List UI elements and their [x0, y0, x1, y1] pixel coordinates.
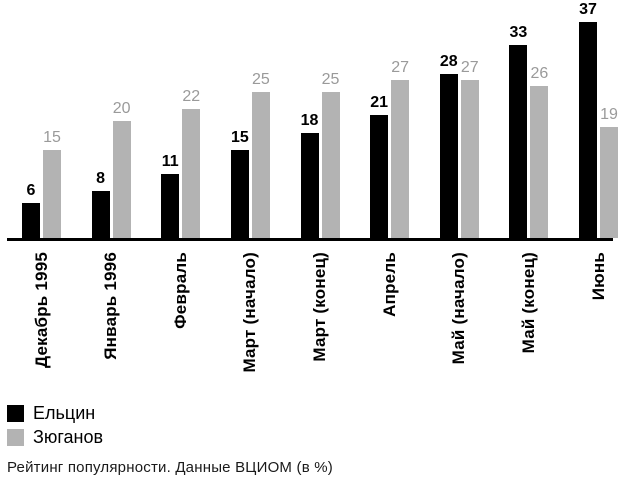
bar-column-zyuganov: 20: [112, 100, 131, 238]
bar: [22, 203, 40, 238]
legend-label: Ельцин: [33, 403, 96, 423]
bar-value-label: 11: [161, 153, 179, 170]
bar-column-zyuganov: 15: [43, 130, 61, 238]
bar-group: 8 20: [91, 100, 131, 238]
x-axis-labels: Декабрь 1995 Январь 1996 Февраль Март (нача…: [0, 241, 625, 391]
bar-group: 33 26: [509, 24, 549, 238]
bar-value-label: 26: [530, 65, 549, 82]
bar: [370, 115, 389, 238]
bar-value-label: 25: [321, 71, 340, 88]
bar-value-label: 27: [460, 59, 479, 76]
bar: [439, 74, 458, 238]
bar: [509, 45, 528, 238]
x-axis-label: Март (начало): [240, 252, 260, 373]
bar-value-label: 6: [26, 182, 36, 199]
bar: [91, 191, 110, 238]
x-axis-label: Апрель: [379, 252, 399, 317]
x-axis-label-cell: Май (начало): [440, 252, 479, 391]
bar-column-zyuganov: 25: [321, 71, 340, 238]
bar: [391, 80, 410, 238]
bar-column-yeltsin: 15: [230, 129, 249, 238]
bar-value-label: 19: [600, 106, 618, 123]
bar-column-yeltsin: 21: [370, 94, 389, 238]
bar-value-label: 20: [112, 100, 131, 117]
bar-value-label: 22: [182, 88, 201, 105]
bar-value-label: 15: [230, 129, 249, 146]
bar-value-label: 28: [439, 53, 458, 70]
bar-column-yeltsin: 37: [579, 2, 597, 238]
x-axis-label: Март (конец): [310, 252, 329, 362]
bar-column-yeltsin: 6: [22, 183, 40, 238]
bar-column-zyuganov: 25: [251, 71, 270, 238]
bar: [300, 133, 319, 238]
bar-column-yeltsin: 18: [300, 112, 319, 238]
legend-item-yeltsin: Ельцин: [7, 404, 625, 422]
bar-value-label: 15: [43, 129, 61, 146]
yeltsin-color-swatch: [7, 404, 24, 422]
bar: [43, 150, 61, 238]
x-axis-label-cell: Январь 1996: [92, 252, 131, 391]
bar-column-zyuganov: 19: [600, 107, 618, 238]
bar-value-label: 8: [96, 170, 106, 187]
bar-column-zyuganov: 27: [391, 59, 410, 238]
x-axis-label: Декабрь 1995: [31, 252, 51, 369]
bar: [112, 121, 131, 238]
bar-column-zyuganov: 26: [530, 65, 549, 238]
x-axis-label: Февраль: [170, 252, 190, 329]
bar-value-label: 27: [391, 59, 410, 76]
x-axis-label-cell: Апрель: [370, 252, 409, 391]
bar-column-yeltsin: 11: [161, 153, 180, 238]
bar-value-label: 18: [300, 112, 319, 129]
x-axis-label-cell: Июнь: [579, 252, 618, 391]
x-axis-label: Май (начало): [449, 252, 469, 365]
bar-column-zyuganov: 22: [182, 88, 201, 238]
bar-group: 37 19: [579, 2, 618, 238]
bar: [321, 92, 340, 238]
x-axis-label: Январь 1996: [101, 252, 121, 360]
bar-value-label: 37: [579, 1, 597, 18]
bar-group: 15 25: [230, 71, 270, 238]
bar-group: 21 27: [370, 59, 410, 238]
bar: [579, 22, 597, 238]
bar-group: 11 22: [161, 88, 201, 238]
bar: [460, 80, 479, 238]
bar-value-label: 21: [370, 94, 389, 111]
bar-group: 28 27: [439, 53, 479, 238]
plot-area: 6 15 8 20 11 22 15 25 18 25 21 27 28 27 33 26 37 19: [0, 0, 625, 238]
bar-value-label: 33: [509, 24, 528, 41]
x-axis-label-cell: Май (конец): [509, 252, 548, 391]
bar: [230, 150, 249, 238]
legend: Ельцин Зюганов: [7, 404, 625, 446]
x-axis-label: Июнь: [588, 252, 608, 301]
chart-caption: Рейтинг популярности. Данные ВЦИОМ (в %): [7, 459, 333, 476]
bar-value-label: 25: [251, 71, 270, 88]
bar: [530, 86, 549, 238]
legend-item-zyuganov: Зюганов: [7, 428, 625, 446]
x-axis-label-cell: Февраль: [161, 252, 200, 391]
bar: [600, 127, 618, 238]
x-axis-label: Май (конец): [518, 252, 538, 354]
x-axis-label-cell: Март (начало): [231, 252, 270, 391]
bar: [251, 92, 270, 238]
bar-column-yeltsin: 33: [509, 24, 528, 238]
x-axis-label-cell: Март (конец): [301, 252, 340, 391]
bar: [161, 174, 180, 238]
zyuganov-color-swatch: [7, 428, 24, 446]
bar-column-yeltsin: 28: [439, 53, 458, 238]
bar-group: 6 15: [22, 130, 61, 238]
x-axis-line: [7, 238, 613, 241]
bar-column-zyuganov: 27: [460, 59, 479, 238]
x-axis-label-cell: Декабрь 1995: [22, 252, 61, 391]
legend-label: Зюганов: [33, 427, 104, 447]
bar-group: 18 25: [300, 71, 340, 238]
bar: [182, 109, 201, 238]
bar-column-yeltsin: 8: [91, 170, 110, 238]
